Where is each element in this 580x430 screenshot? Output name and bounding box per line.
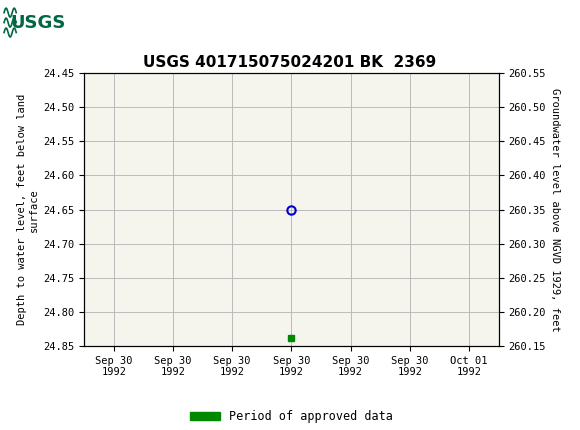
Y-axis label: Groundwater level above NGVD 1929, feet: Groundwater level above NGVD 1929, feet [550,88,560,332]
Text: USGS 401715075024201 BK  2369: USGS 401715075024201 BK 2369 [143,55,437,70]
FancyBboxPatch shape [3,3,70,42]
Y-axis label: Depth to water level, feet below land
surface: Depth to water level, feet below land su… [17,94,39,325]
Legend: Period of approved data: Period of approved data [186,405,397,427]
Text: USGS: USGS [10,14,66,31]
